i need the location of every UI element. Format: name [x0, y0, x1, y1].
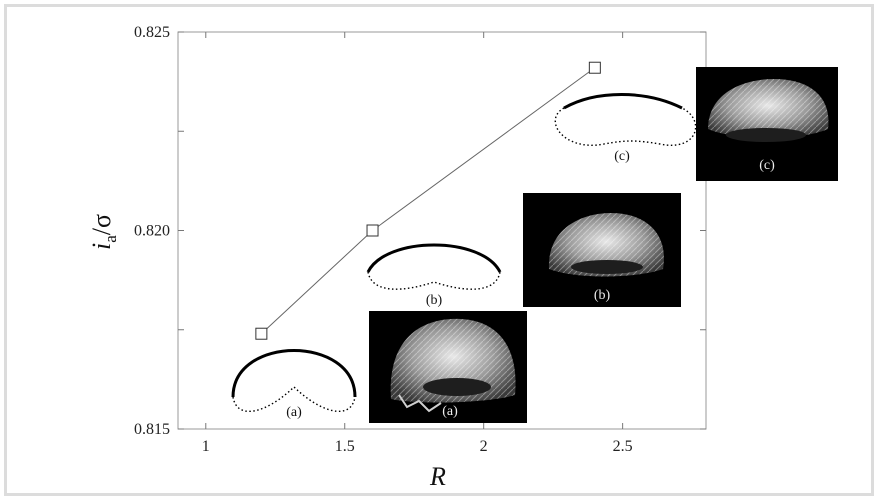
- inset-shape-c: (c): [554, 93, 697, 164]
- inset-photo-label-b: (b): [594, 288, 611, 303]
- svg-text:ia/σ: ia/σ: [87, 214, 120, 250]
- inset-photo-label-c: (c): [759, 158, 775, 173]
- y-tick-label: 0.825: [134, 24, 170, 41]
- inset-shape-b: (b): [366, 243, 502, 308]
- x-tick-label: 2.5: [613, 438, 633, 455]
- y-axis: 0.815 0.820 0.825: [134, 24, 706, 438]
- data-point: [588, 61, 601, 74]
- x-tick-label: 1: [202, 438, 210, 455]
- x-axis: 1 1.5 2 2.5: [202, 32, 633, 455]
- inset-photo-a: (a): [369, 311, 527, 423]
- y-axis-title: ia/σ: [87, 214, 120, 250]
- inset-photo-c: (c): [696, 67, 838, 181]
- x-tick-label: 1.5: [335, 438, 355, 455]
- inset-shape-label-c: (c): [614, 149, 630, 164]
- data-series: [255, 61, 601, 340]
- x-axis-title: R: [429, 462, 446, 491]
- data-point: [255, 327, 268, 340]
- inset-photo-b: (b): [523, 193, 681, 307]
- y-tick-label: 0.820: [134, 223, 170, 240]
- data-point: [366, 224, 379, 237]
- inset-photo-label-a: (a): [442, 404, 458, 419]
- inset-shape-label-a: (a): [286, 405, 302, 420]
- inset-shape-a: (a): [231, 349, 357, 420]
- x-tick-label: 2: [480, 438, 488, 455]
- inset-shape-label-b: (b): [426, 293, 443, 308]
- y-tick-label: 0.815: [134, 421, 170, 438]
